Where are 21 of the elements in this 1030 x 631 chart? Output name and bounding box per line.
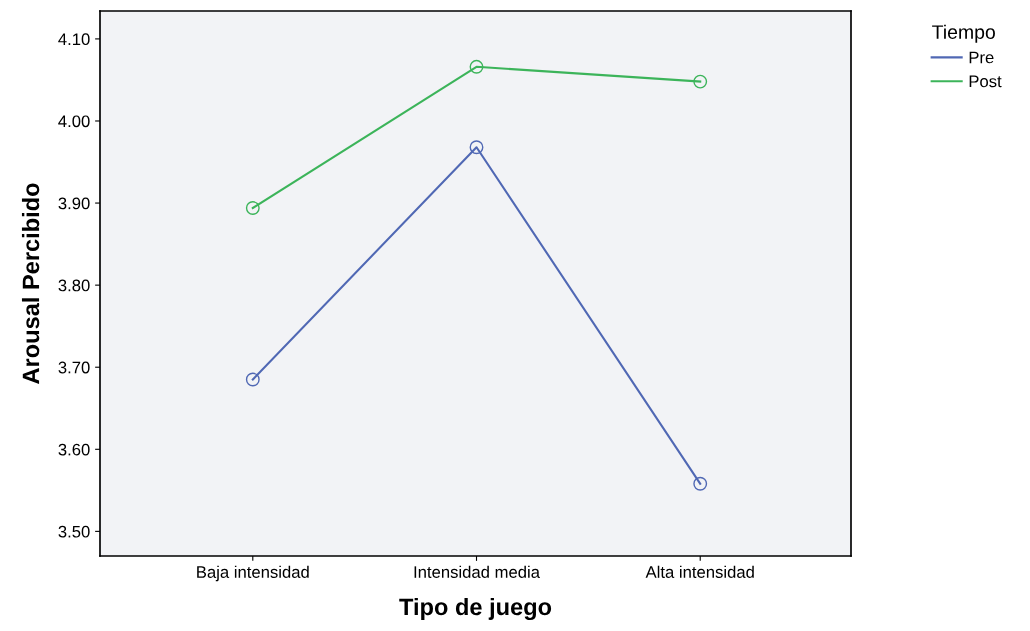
legend-title: Tiempo xyxy=(932,24,995,43)
y-tick-label: 4.10 xyxy=(58,33,90,46)
point xyxy=(469,59,484,74)
legend-label: Pre xyxy=(969,51,994,64)
y-tick-label: 4.00 xyxy=(58,115,90,128)
legend-label: Post xyxy=(969,75,1002,88)
point xyxy=(469,140,484,155)
x-axis-title: Tipo de juego xyxy=(399,597,552,621)
y-tick-label: 3.80 xyxy=(58,279,90,292)
x-tick-label: Intensidad media xyxy=(414,565,540,578)
point xyxy=(693,476,708,491)
point xyxy=(245,201,260,215)
point xyxy=(693,74,708,89)
x-tick-label: Alta intensidad xyxy=(645,565,754,578)
x-tick-label: Baja intensidad xyxy=(197,565,309,582)
point xyxy=(245,372,260,387)
y-tick-label: 3.60 xyxy=(58,443,90,456)
y-tick-label: 3.90 xyxy=(58,197,90,210)
y-tick-label: 3.70 xyxy=(58,361,90,374)
y-axis-title: Arousal Percibido xyxy=(21,183,40,384)
y-tick-label: 3.50 xyxy=(58,525,90,538)
